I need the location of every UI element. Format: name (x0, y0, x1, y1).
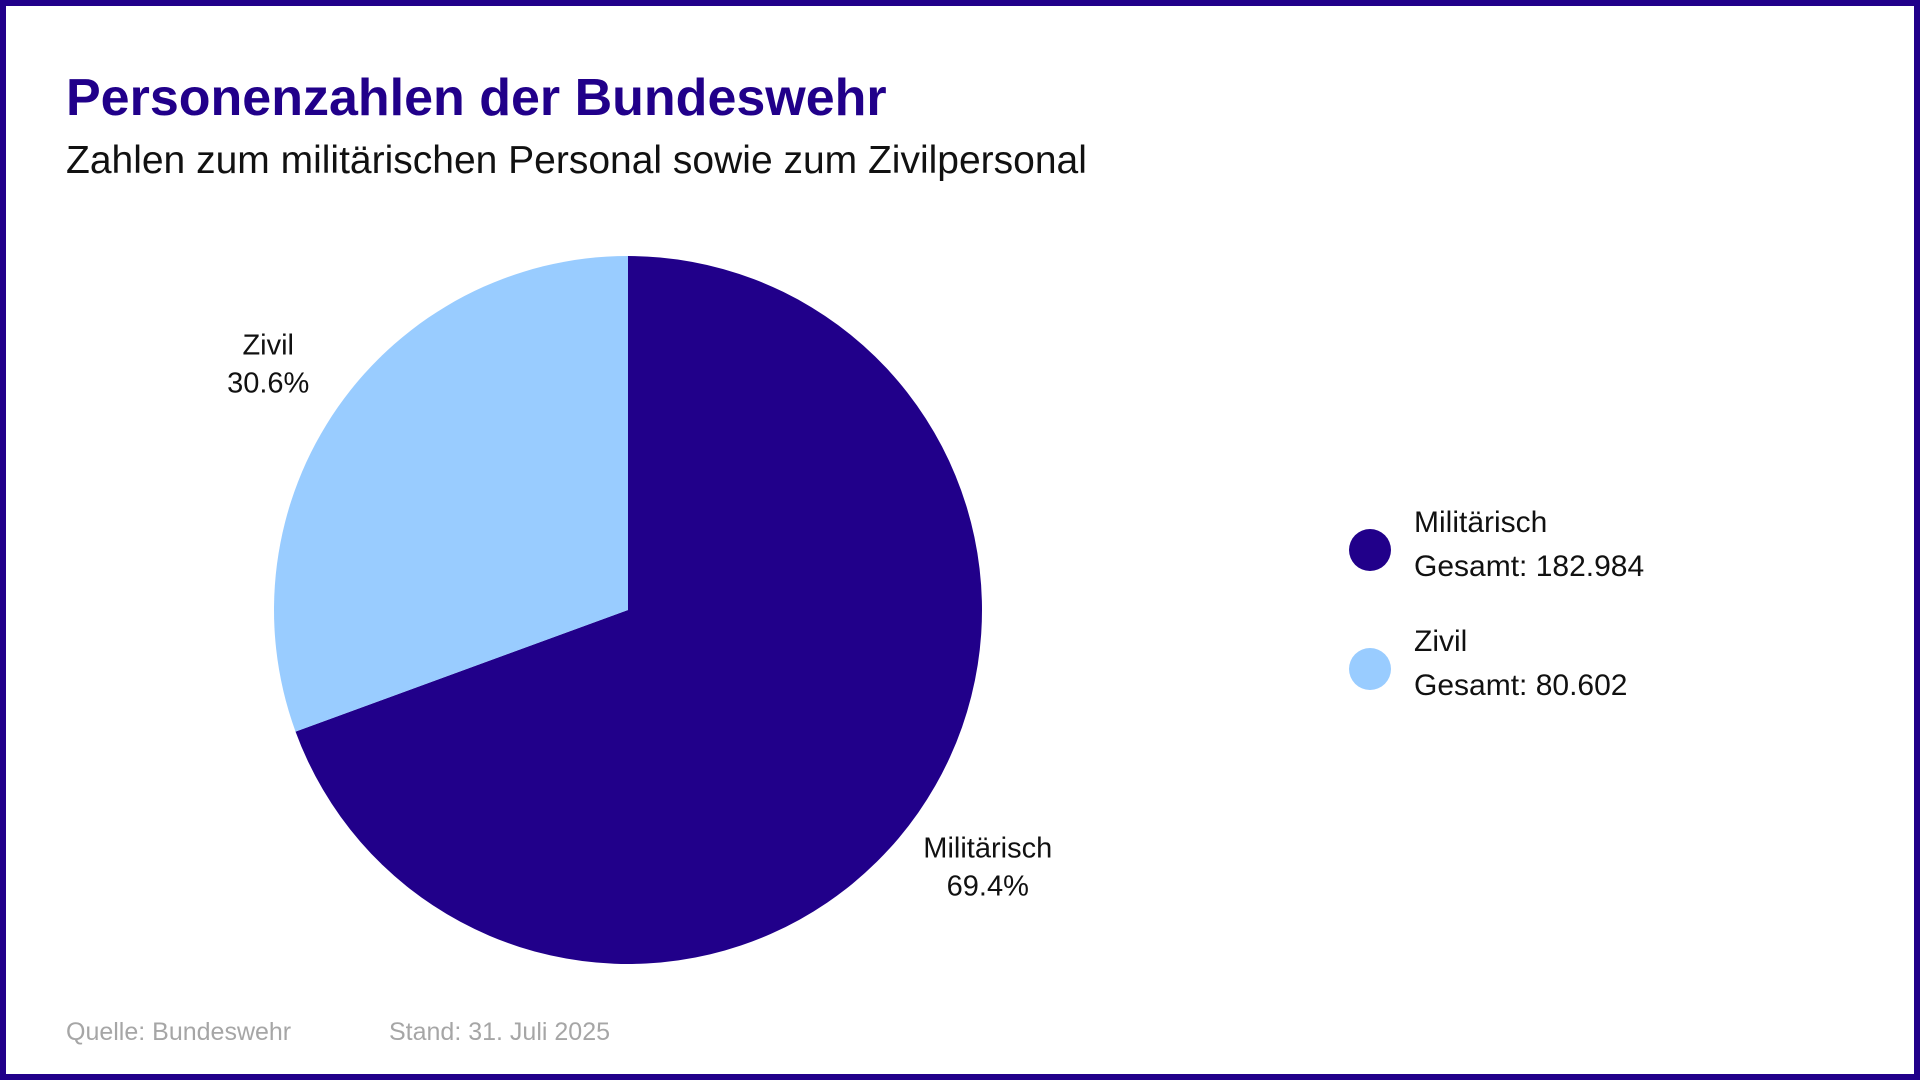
pie-slice-militaerisch (295, 256, 982, 964)
slice-label-zivil: Zivil (242, 329, 294, 361)
slice-percent-zivil: 30.6% (227, 367, 309, 399)
slice-label-militaerisch: Militärisch (923, 833, 1052, 865)
chart-title: Personenzahlen der Bundeswehr (66, 69, 887, 127)
legend-swatch-militaerisch (1349, 529, 1391, 571)
legend-swatch-zivil (1349, 648, 1391, 690)
legend-total: Gesamt: 182.984 (1414, 550, 1645, 583)
source-note: Quelle: Bundeswehr (66, 1018, 292, 1046)
chart-subtitle: Zahlen zum militärischen Personal sowie … (66, 139, 1087, 182)
pie-slices (273, 256, 982, 964)
slice-percent-militaerisch: 69.4% (947, 871, 1029, 903)
legend-label: Zivil (1414, 625, 1468, 658)
legend-label: Militärisch (1414, 506, 1548, 539)
date-note: Stand: 31. Juli 2025 (389, 1018, 610, 1046)
legend-total: Gesamt: 80.602 (1414, 669, 1628, 702)
pie-labels: Militärisch 69.4% Zivil 30.6% (227, 329, 1052, 902)
pie-slice-zivil (273, 256, 628, 732)
pie-chart: Militärisch 69.4% Zivil 30.6% (227, 256, 1052, 964)
